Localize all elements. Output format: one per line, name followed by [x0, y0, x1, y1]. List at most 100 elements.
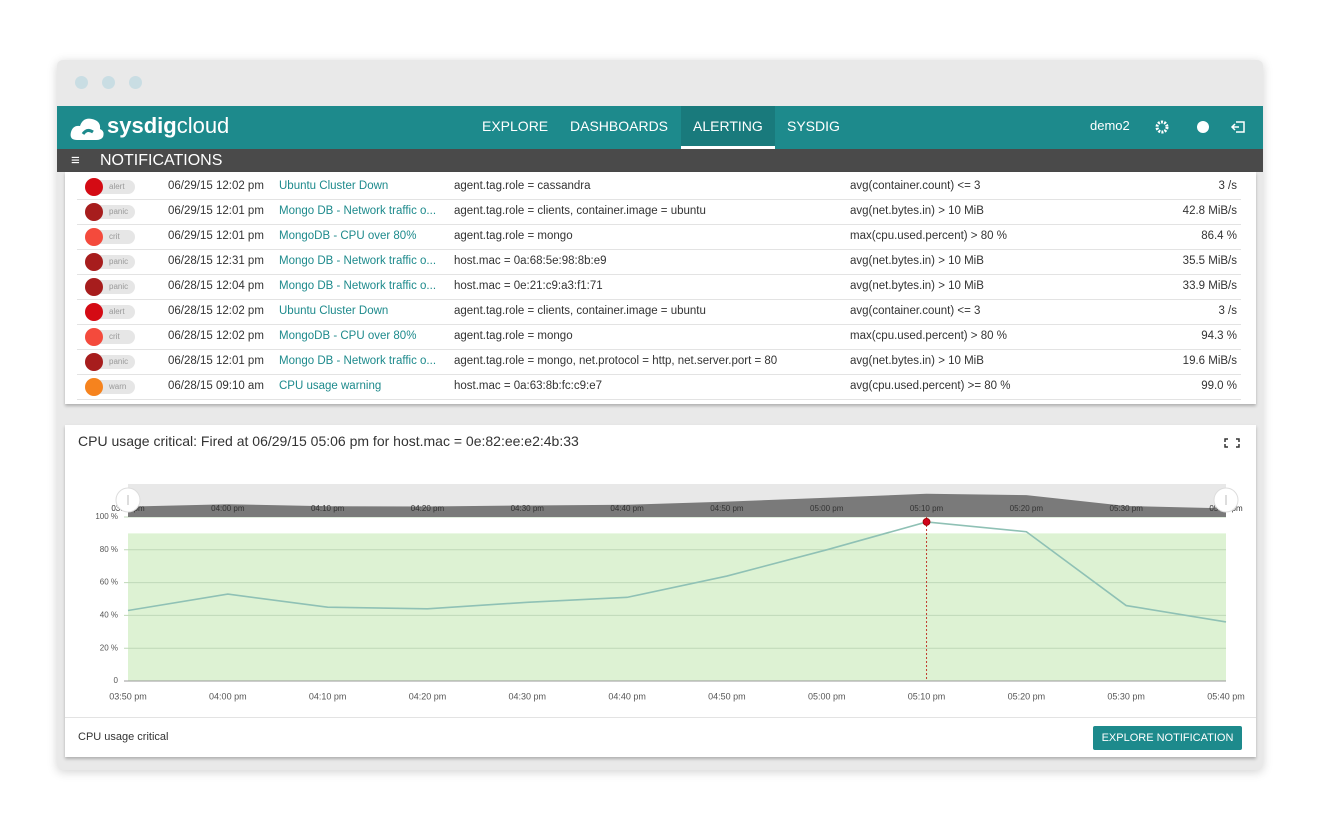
menu-item[interactable]: SYSDIG [787, 118, 840, 134]
x-tick-label: 04:10 pm [309, 691, 347, 701]
alert-name: Mongo DB - Network traffic o... [279, 205, 437, 217]
y-tick-label: 60 % [100, 578, 118, 587]
severity-label: crit [109, 332, 120, 341]
scope: host.mac = 0a:68:5e:98:8b:e9 [454, 255, 607, 267]
value: 35.5 MiB/s [1182, 255, 1237, 267]
time: 06/28/15 12:04 pm [168, 280, 264, 292]
overview-tick-label: 05:30 pm [1110, 504, 1144, 513]
menu-item[interactable]: DASHBOARDS [570, 118, 669, 134]
scope: agent.tag.role = clients, container.imag… [454, 205, 706, 217]
alert-name: Ubuntu Cluster Down [279, 305, 389, 317]
table-row: alert 06/28/15 12:02 pm Ubuntu Cluster Dow… [77, 299, 1241, 325]
value: 33.9 MiB/s [1182, 280, 1237, 292]
scope: host.mac = 0e:21:c9:a3:f1:71 [454, 280, 603, 292]
severity-dot [85, 203, 103, 221]
highlight-point [922, 518, 931, 526]
alert-name: Mongo DB - Network traffic o... [279, 355, 437, 367]
scope: agent.tag.role = mongo [454, 330, 573, 342]
severity-dot [85, 178, 103, 196]
value: 99.0 % [1201, 380, 1237, 392]
scope: agent.tag.role = cassandra [454, 180, 591, 192]
value: 19.6 MiB/s [1182, 355, 1237, 367]
condition: avg(net.bytes.in) > 10 MiB [850, 205, 984, 217]
section-title: NOTIFICATIONS [100, 152, 223, 169]
severity-badge: panic [85, 253, 135, 271]
overview-tick-label: 04:10 pm [311, 504, 345, 513]
menu-icon[interactable]: ≡ [71, 152, 80, 169]
x-tick-label: 04:30 pm [509, 691, 547, 701]
condition: max(cpu.used.percent) > 80 % [850, 230, 1007, 242]
time: 06/29/15 12:02 pm [168, 180, 264, 192]
y-tick-label: 80 % [100, 545, 118, 554]
time: 06/29/15 12:01 pm [168, 230, 264, 242]
severity-label: panic [109, 282, 129, 291]
y-tick-label: 0 [114, 676, 119, 685]
scope: agent.tag.role = mongo, net.protocol = h… [454, 355, 778, 367]
severity-badge: panic [85, 203, 135, 221]
overview-tick-label: 05:20 pm [1010, 504, 1044, 513]
severity-dot [85, 278, 103, 296]
menu-item[interactable]: ALERTING [681, 106, 775, 149]
detail-title: CPU usage critical: Fired at 06/29/15 05… [78, 433, 579, 449]
table-row: warn 06/28/15 09:10 am CPU usage warning ho… [77, 374, 1241, 400]
scope: agent.tag.role = mongo [454, 230, 573, 242]
time: 06/28/15 12:01 pm [168, 355, 264, 367]
x-tick-label: 04:50 pm [708, 691, 746, 701]
expand-icon[interactable] [1224, 438, 1240, 448]
y-tick-label: 20 % [100, 643, 118, 652]
user[interactable]: demo2 [1090, 118, 1130, 133]
x-tick-label: 05:10 pm [908, 691, 946, 701]
x-tick-label: 05:20 pm [1008, 691, 1046, 701]
condition: max(cpu.used.percent) > 80 % [850, 330, 1007, 342]
severity-badge: panic [85, 278, 135, 296]
x-tick-label: 05:40 pm [1207, 691, 1245, 701]
severity-label: alert [109, 182, 125, 191]
logo: sysdigcloud [107, 113, 229, 139]
severity-dot [85, 378, 103, 396]
overview-area [128, 493, 1226, 517]
menu-item[interactable]: EXPLORE [482, 118, 549, 134]
explore-button[interactable]: EXPLORE NOTIFICATION [1093, 726, 1242, 750]
severity-dot [85, 253, 103, 271]
value: 94.3 % [1201, 330, 1237, 342]
condition: avg(net.bytes.in) > 10 MiB [850, 355, 984, 367]
alert-name: Mongo DB - Network traffic o... [279, 255, 437, 267]
condition: avg(container.count) <= 3 [850, 180, 981, 192]
severity-badge: alert [85, 178, 135, 196]
alert-name: MongoDB - CPU over 80% [279, 230, 417, 242]
value: 3 /s [1218, 305, 1237, 317]
severity-label: warn [109, 382, 127, 391]
footer-label: CPU usage critical [78, 731, 169, 743]
severity-badge: warn [85, 378, 135, 396]
table-row: panic 06/28/15 12:31 pm Mongo DB - Network… [77, 249, 1241, 275]
help-icon[interactable] [1197, 121, 1209, 133]
x-tick-label: 04:40 pm [608, 691, 646, 701]
condition: avg(container.count) <= 3 [850, 305, 981, 317]
severity-badge: crit [85, 228, 135, 246]
value: 42.8 MiB/s [1182, 205, 1237, 217]
window-dot [129, 76, 142, 89]
condition: avg(net.bytes.in) > 10 MiB [850, 255, 984, 267]
alert-name: MongoDB - CPU over 80% [279, 330, 417, 342]
logout-icon[interactable] [1230, 121, 1245, 133]
severity-badge: panic [85, 353, 135, 371]
series-line [127, 521, 1227, 623]
severity-badge: crit [85, 328, 135, 346]
scope: agent.tag.role = clients, container.imag… [454, 305, 706, 317]
scope: host.mac = 0a:63:8b:fc:c9:e7 [454, 380, 602, 392]
overview-tick-label: 05:00 pm [810, 504, 844, 513]
settings-icon[interactable] [1155, 120, 1169, 134]
severity-dot [85, 328, 103, 346]
severity-label: alert [109, 307, 125, 316]
overview-tick-label: 04:20 pm [411, 504, 445, 513]
logo-icon [70, 118, 104, 140]
x-tick-label: 05:00 pm [808, 691, 846, 701]
time: 06/28/15 12:31 pm [168, 255, 264, 267]
overview-tick-label: 05:10 pm [910, 504, 944, 513]
overview-tick-label: 04:50 pm [710, 504, 744, 513]
severity-label: crit [109, 232, 120, 241]
table-row: panic 06/28/15 12:01 pm Mongo DB - Network… [77, 349, 1241, 375]
severity-label: panic [109, 207, 129, 216]
